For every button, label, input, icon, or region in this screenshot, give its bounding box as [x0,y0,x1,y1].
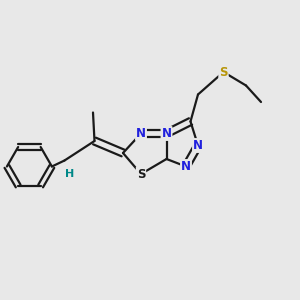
Text: S: S [137,167,145,181]
Text: N: N [193,139,203,152]
Text: H: H [65,169,74,179]
Text: N: N [136,127,146,140]
Text: S: S [219,65,228,79]
Text: N: N [181,160,191,173]
Text: N: N [161,127,172,140]
